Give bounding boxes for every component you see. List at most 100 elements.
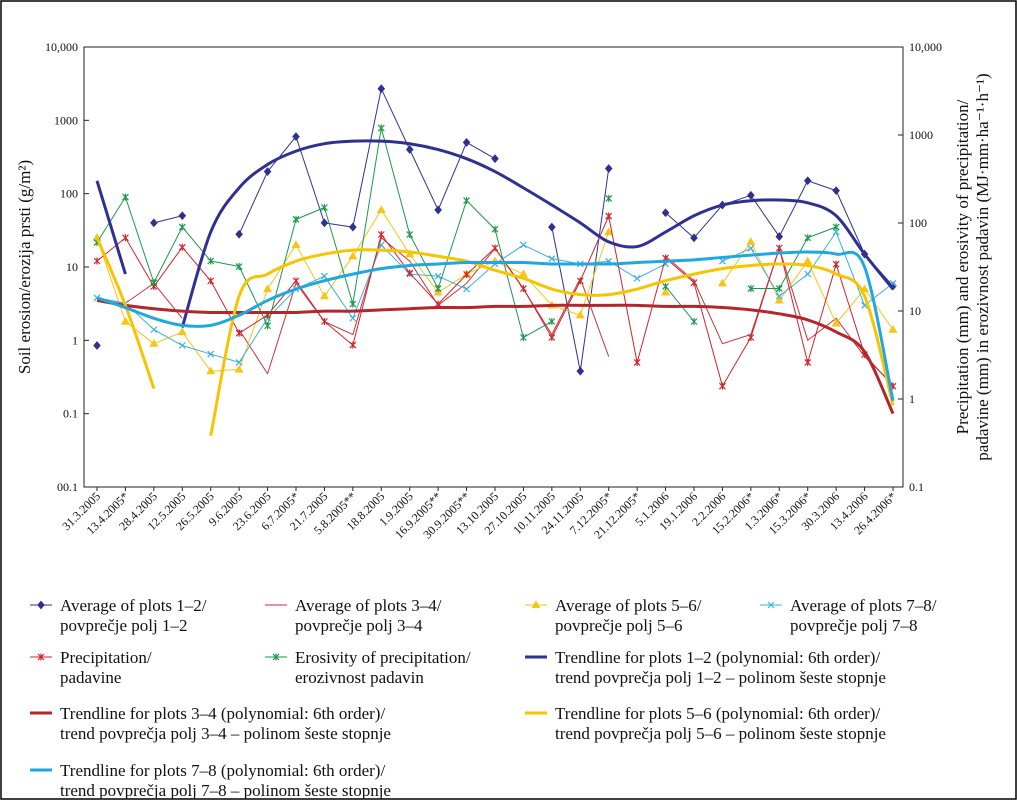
- point: [804, 234, 812, 242]
- point: [746, 237, 756, 245]
- legend-label: Average of plots 7–8/povprečje polj 7–8: [790, 596, 937, 635]
- point: [747, 244, 755, 252]
- point: [377, 84, 386, 94]
- y-tick-label: 10,000: [45, 40, 78, 54]
- point: [832, 223, 840, 231]
- point: [604, 227, 614, 236]
- point: [291, 240, 301, 249]
- point: [576, 277, 584, 285]
- point: [520, 333, 527, 341]
- point: [376, 205, 386, 214]
- point: [548, 255, 556, 263]
- series-line: [153, 215, 183, 224]
- legend-label: Erosivity of precipitation/erozivnost pa…: [295, 648, 471, 687]
- point: [774, 295, 784, 304]
- point: [120, 316, 130, 325]
- point: [463, 270, 470, 278]
- point: [548, 222, 556, 232]
- series-line: [238, 237, 610, 375]
- point: [150, 326, 158, 334]
- point: [348, 251, 358, 260]
- point: [491, 244, 499, 252]
- point: [234, 364, 244, 373]
- point: [576, 366, 585, 376]
- point: [93, 257, 101, 265]
- legend-label: Trendline for plots 5–6 (polynomial: 6th…: [555, 704, 886, 743]
- point: [747, 333, 755, 341]
- y-tick-label: 0.1: [63, 407, 78, 421]
- point: [491, 225, 499, 233]
- point: [292, 277, 300, 285]
- y2-tick-label: 0.1: [909, 480, 924, 494]
- point: [605, 212, 613, 220]
- point: [37, 653, 45, 661]
- point: [463, 285, 470, 293]
- y-tick-label: 10: [66, 260, 78, 274]
- point: [518, 269, 528, 278]
- point: [520, 285, 527, 293]
- y2-tick-label: 10: [909, 304, 921, 318]
- point: [719, 382, 726, 390]
- point: [604, 164, 613, 173]
- point: [178, 342, 186, 349]
- point: [235, 329, 243, 337]
- point: [575, 310, 585, 319]
- point: [803, 256, 813, 265]
- point: [122, 234, 129, 242]
- point: [178, 243, 186, 251]
- point: [178, 223, 186, 231]
- point: [122, 193, 129, 201]
- point: [717, 278, 727, 287]
- point: [633, 358, 641, 366]
- trendline: [95, 180, 127, 275]
- point: [804, 270, 812, 278]
- point: [292, 132, 300, 142]
- point: [406, 269, 414, 277]
- point: [177, 327, 187, 336]
- point: [349, 222, 357, 232]
- legend-label: Trendline for plots 3–4 (polynomial: 6th…: [60, 704, 391, 743]
- point: [377, 124, 385, 132]
- point: [150, 218, 158, 228]
- point: [207, 277, 215, 285]
- legend-label: Trendline for plots 1–2 (polynomial: 6th…: [555, 648, 886, 687]
- y-tick-label: 100: [60, 187, 78, 201]
- point: [321, 272, 328, 280]
- point: [690, 317, 698, 325]
- point: [235, 263, 243, 271]
- trendline: [96, 298, 895, 415]
- point: [206, 366, 216, 375]
- point: [207, 257, 215, 265]
- y2-tick-label: 10,000: [909, 40, 942, 54]
- point: [349, 341, 357, 349]
- point: [319, 291, 329, 300]
- point: [292, 215, 300, 223]
- point: [719, 257, 726, 265]
- point: [520, 241, 527, 249]
- point: [831, 318, 841, 327]
- point: [463, 197, 470, 205]
- point: [406, 231, 414, 239]
- y2-tick-label: 1000: [909, 128, 933, 142]
- point: [405, 145, 414, 154]
- point: [767, 601, 775, 609]
- point: [37, 600, 45, 610]
- point: [434, 272, 442, 280]
- legend-label: Trendline for plots 7–8 (polynomial: 6th…: [60, 761, 391, 800]
- point: [150, 279, 158, 287]
- y-tick-label: 00.1: [57, 480, 78, 494]
- point: [548, 333, 556, 341]
- point: [747, 285, 755, 293]
- point: [775, 292, 783, 300]
- point: [272, 653, 280, 661]
- point: [633, 274, 641, 282]
- point: [320, 218, 329, 228]
- y2-axis-title: Precipitation (mm) and erosivity of prec…: [953, 73, 992, 460]
- trendline: [96, 250, 895, 402]
- legend-label: Average of plots 1–2/povprečje polj 1–2: [60, 596, 207, 635]
- point: [832, 186, 840, 196]
- point: [661, 208, 670, 218]
- point: [804, 358, 812, 366]
